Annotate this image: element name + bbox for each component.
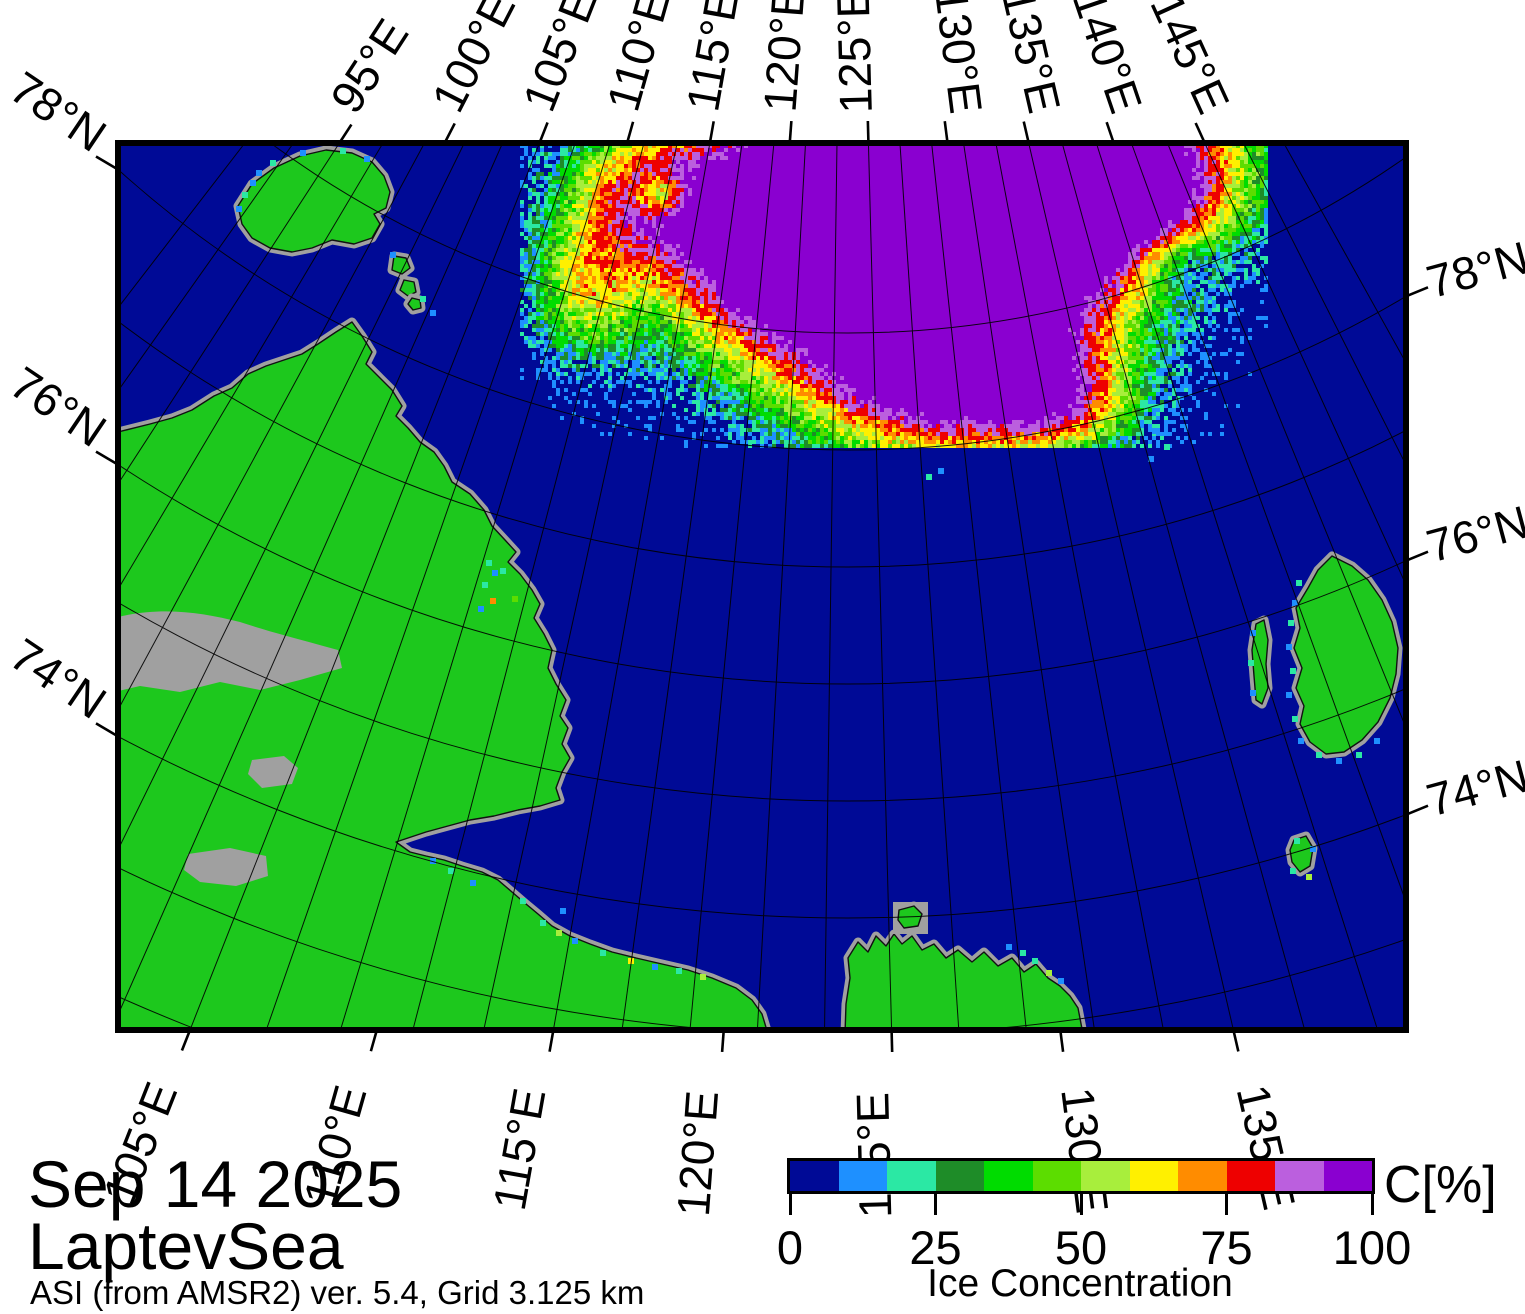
left-axis-label: 78°N bbox=[1, 61, 115, 162]
colorbar-segment bbox=[887, 1161, 936, 1191]
colorbar-tick-mark bbox=[934, 1194, 937, 1215]
top-axis-label: 100°E bbox=[421, 0, 525, 120]
colorbar-tick-mark bbox=[1079, 1194, 1083, 1215]
region-title: LaptevSea bbox=[28, 1209, 344, 1283]
colorbar-segment bbox=[984, 1161, 1033, 1191]
colorbar-segment bbox=[1032, 1161, 1081, 1191]
top-axis-label: 115°E bbox=[676, 0, 748, 115]
top-axis-label: 145°E bbox=[1140, 0, 1239, 121]
colorbar-tick-mark bbox=[1225, 1194, 1228, 1215]
colorbar-tick-value: 100 bbox=[1332, 1221, 1412, 1274]
colorbar-segment bbox=[1129, 1161, 1178, 1191]
colorbar-tick-mark bbox=[1370, 1194, 1374, 1215]
colorbar-segment bbox=[1323, 1161, 1372, 1191]
graticule bbox=[118, 143, 1406, 1030]
colorbar-segment bbox=[790, 1161, 839, 1191]
colorbar-tick-value: 0 bbox=[776, 1221, 804, 1274]
top-axis-label: 135°E bbox=[992, 0, 1071, 118]
colorbar-segment bbox=[838, 1161, 887, 1191]
colorbar-tick-value: 25 bbox=[909, 1221, 962, 1274]
bottom-axis-label: 130°E bbox=[1051, 1085, 1118, 1216]
top-axis-label: 105°E bbox=[512, 0, 607, 118]
colorbar-segment bbox=[1275, 1161, 1324, 1191]
right-axis-label: 76°N bbox=[1421, 496, 1525, 573]
top-axis-label: 110°E bbox=[597, 0, 680, 117]
islet-3 bbox=[407, 297, 422, 311]
left-axis-label: 74°N bbox=[1, 628, 115, 729]
land-masses bbox=[118, 145, 1403, 1030]
colorbar-unit-label: C[%] bbox=[1384, 1156, 1497, 1214]
lena-delta-coast bbox=[844, 933, 1083, 1030]
ice-concentration-field bbox=[520, 144, 1268, 448]
island-severnaya-zemlya bbox=[237, 149, 391, 253]
right-axis-label: 78°N bbox=[1421, 231, 1525, 308]
colorbar-segment bbox=[1226, 1161, 1275, 1191]
colorbar bbox=[787, 1158, 1375, 1194]
top-axis-label: 120°E bbox=[753, 0, 814, 114]
top-axis-label: 130°E bbox=[925, 0, 992, 116]
colorbar-segment bbox=[1081, 1161, 1130, 1191]
source-caption: ASI (from AMSR2) ver. 5.4, Grid 3.125 km bbox=[30, 1274, 645, 1311]
taymyr-peninsula bbox=[118, 321, 768, 1030]
coastal-ice-fringe bbox=[236, 148, 1380, 984]
bottom-axis-label: 125°E bbox=[846, 1092, 901, 1219]
bottom-axis-label: 120°E bbox=[667, 1089, 728, 1218]
colorbar-tick-value: 75 bbox=[1200, 1221, 1253, 1274]
bottom-axis-label: 135°E bbox=[1227, 1080, 1306, 1214]
bottom-axis-label: 115°E bbox=[483, 1084, 555, 1214]
interior-gray-patches bbox=[118, 611, 342, 886]
right-axis-label: 74°N bbox=[1421, 749, 1525, 826]
date-title: Sep 14 2025 bbox=[28, 1147, 403, 1221]
island-kotelny bbox=[1293, 555, 1399, 755]
map-frame bbox=[115, 140, 1409, 1033]
top-axis-label: 125°E bbox=[827, 0, 882, 114]
top-axis-label: 95°E bbox=[320, 10, 418, 122]
colorbar-segment bbox=[935, 1161, 984, 1191]
colorbar-tick-mark bbox=[788, 1194, 792, 1215]
islet-1 bbox=[391, 255, 411, 275]
island-small-se bbox=[1289, 835, 1314, 873]
top-axis-label: 140°E bbox=[1063, 0, 1153, 119]
colorbar-tick-value: 50 bbox=[1054, 1221, 1108, 1274]
colorbar-segment bbox=[1178, 1161, 1227, 1191]
left-axis-label: 76°N bbox=[1, 356, 115, 457]
colorbar-axis-label: Ice Concentration bbox=[927, 1262, 1233, 1305]
